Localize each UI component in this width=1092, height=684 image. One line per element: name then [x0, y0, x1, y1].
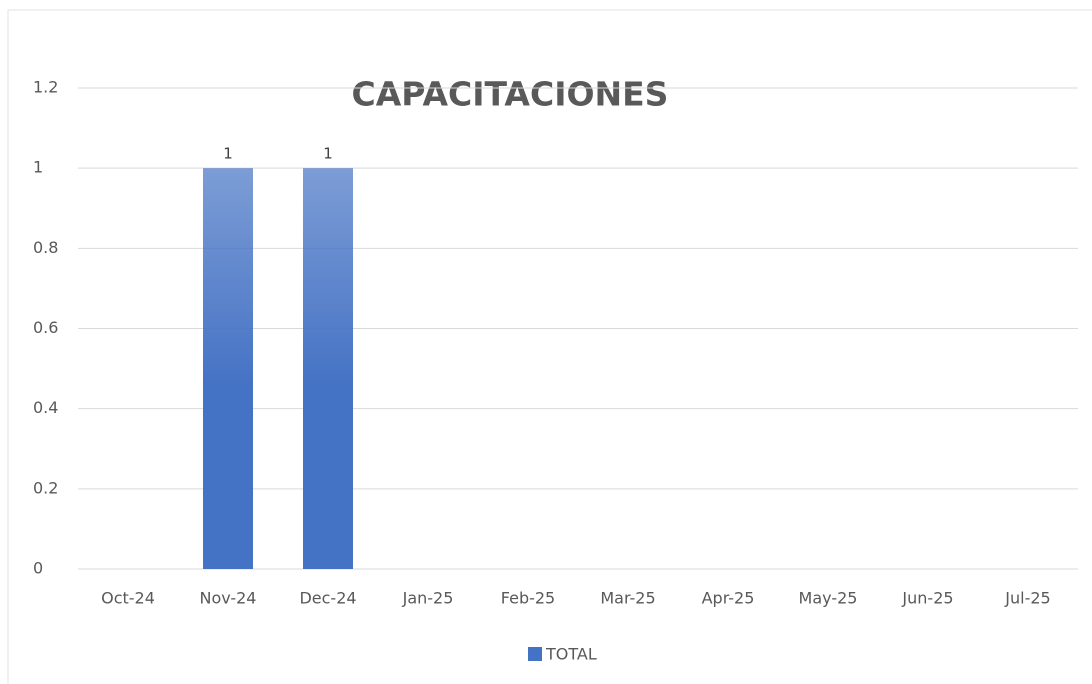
x-tick-label: Dec-24 [299, 589, 356, 608]
chart-title: CAPACITACIONES [352, 75, 669, 114]
frame [7, 9, 1092, 684]
x-tick-label: May-25 [799, 589, 858, 608]
x-tick-label: Mar-25 [600, 589, 655, 608]
x-tick-label: Nov-24 [200, 589, 257, 608]
y-tick-label: 1 [33, 158, 43, 177]
data-label: 1 [323, 145, 333, 163]
x-tick-label: Jul-25 [1004, 589, 1050, 608]
x-tick-label: Feb-25 [501, 589, 555, 608]
data-label: 1 [223, 145, 233, 163]
y-tick-label: 0 [33, 559, 43, 578]
legend-swatch [528, 647, 542, 661]
y-tick-label: 0.4 [33, 398, 58, 417]
y-tick-label: 0.6 [33, 318, 58, 337]
legend-label: TOTAL [545, 645, 597, 664]
y-tick-label: 1.2 [33, 78, 58, 97]
x-tick-label: Jan-25 [402, 589, 454, 608]
y-tick-label: 0.2 [33, 478, 58, 497]
x-tick-label: Jun-25 [901, 589, 953, 608]
y-tick-label: 0.8 [33, 238, 58, 257]
bar [303, 168, 353, 569]
x-tick-label: Oct-24 [101, 589, 155, 608]
bar [203, 168, 253, 569]
x-tick-label: Apr-25 [702, 589, 755, 608]
